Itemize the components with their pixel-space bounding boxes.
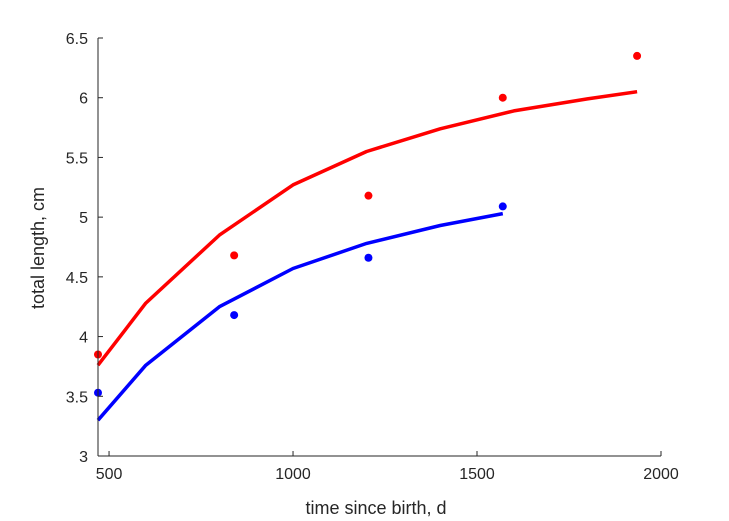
data-point [230, 311, 239, 320]
x-tick-label: 1000 [275, 466, 311, 483]
series-2 [94, 202, 507, 422]
data-point [364, 191, 373, 200]
y-tick-label: 6.5 [66, 31, 88, 48]
x-axis-title: time since birth, d [305, 498, 446, 518]
y-tick-label: 4.5 [66, 270, 88, 287]
y-tick-label: 3 [79, 449, 88, 466]
fit-line [96, 211, 504, 422]
x-tick-label: 500 [96, 466, 123, 483]
data-point [498, 202, 507, 211]
y-tick-label: 5.5 [66, 150, 88, 167]
y-axis-title: total length, cm [28, 187, 48, 309]
fit-line [96, 89, 638, 367]
axes: 500 1000 1500 2000 3 3.5 4 4.5 5 5.5 6 6.5 [66, 31, 679, 483]
x-tick-label: 1500 [459, 466, 495, 483]
data-point [230, 251, 239, 260]
data-point [633, 51, 642, 60]
x-tick-label: 2000 [643, 466, 679, 483]
series-layer [94, 51, 642, 422]
y-tick-label: 4 [79, 330, 88, 347]
y-tick-label: 6 [79, 91, 88, 108]
data-point [364, 253, 373, 262]
data-point [498, 93, 507, 102]
y-tick-label: 5 [79, 210, 88, 227]
series-1 [94, 51, 642, 367]
y-tick-label: 3.5 [66, 389, 88, 406]
